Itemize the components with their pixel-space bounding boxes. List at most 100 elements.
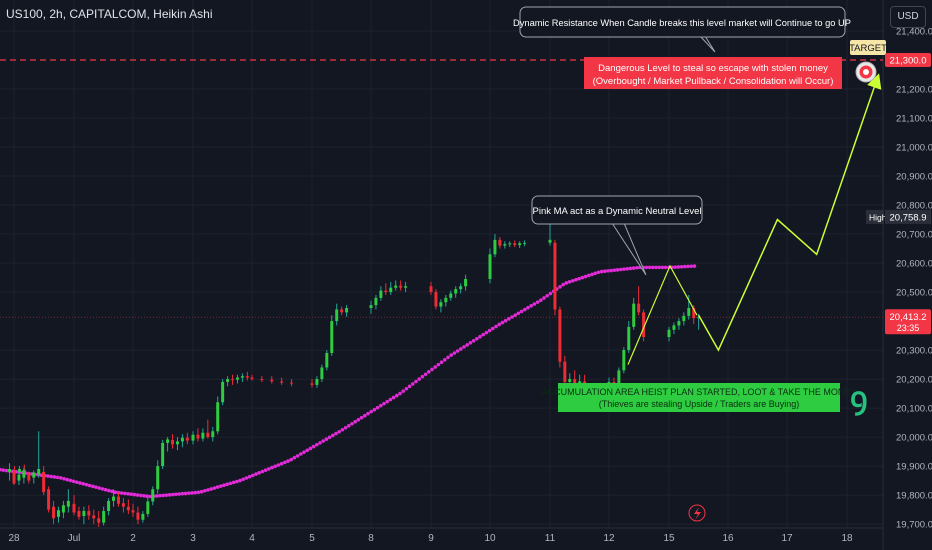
candle[interactable] xyxy=(325,350,329,371)
candle[interactable] xyxy=(56,506,60,523)
candle[interactable] xyxy=(642,309,646,342)
candle[interactable] xyxy=(191,431,195,445)
candle[interactable] xyxy=(627,321,631,353)
candle[interactable] xyxy=(245,371,249,381)
candle[interactable] xyxy=(513,240,517,248)
time-axis[interactable]: 28 Jul 2 3 4 5 8 9 10 11 12 15 16 17 18 xyxy=(8,533,853,544)
candle[interactable] xyxy=(66,489,70,513)
candle[interactable] xyxy=(226,376,230,387)
candle[interactable] xyxy=(185,432,189,445)
candle[interactable] xyxy=(622,347,626,374)
candle[interactable] xyxy=(260,376,264,382)
candle[interactable] xyxy=(180,434,184,448)
candle[interactable] xyxy=(231,374,235,385)
candle[interactable] xyxy=(429,281,433,295)
candle[interactable] xyxy=(72,495,76,516)
candle[interactable] xyxy=(682,312,686,326)
candle[interactable] xyxy=(32,470,36,484)
candle[interactable] xyxy=(553,239,557,316)
candle[interactable] xyxy=(454,286,458,298)
candle[interactable] xyxy=(374,294,378,310)
candle[interactable] xyxy=(488,248,492,284)
candle[interactable] xyxy=(310,379,314,388)
candle[interactable] xyxy=(201,428,205,442)
candle[interactable] xyxy=(335,303,339,326)
candle[interactable] xyxy=(166,437,170,452)
candle[interactable] xyxy=(156,460,160,494)
candle[interactable] xyxy=(196,428,200,442)
candle[interactable] xyxy=(107,497,111,516)
candle[interactable] xyxy=(126,499,130,514)
candle[interactable] xyxy=(320,364,324,382)
candle[interactable] xyxy=(345,305,349,317)
price-axis[interactable]: 19,700.0 19,800.0 19,900.0 20,000.0 20,100.0… xyxy=(866,27,932,531)
candle[interactable] xyxy=(518,241,522,248)
candle[interactable] xyxy=(632,297,636,330)
candle[interactable] xyxy=(493,234,497,258)
candle[interactable] xyxy=(206,419,210,439)
candle[interactable] xyxy=(330,315,334,356)
candle[interactable] xyxy=(637,286,641,316)
candle[interactable] xyxy=(394,280,398,291)
candle[interactable] xyxy=(270,376,274,384)
candle[interactable] xyxy=(235,374,239,384)
candle[interactable] xyxy=(77,506,81,520)
candle[interactable] xyxy=(121,497,125,513)
candle[interactable] xyxy=(464,274,468,291)
candle[interactable] xyxy=(389,281,393,295)
candle[interactable] xyxy=(563,355,567,388)
candle[interactable] xyxy=(221,379,225,406)
candle[interactable] xyxy=(211,426,215,442)
lightning-icon[interactable] xyxy=(688,504,706,522)
candle[interactable] xyxy=(52,500,56,525)
candle[interactable] xyxy=(677,318,681,330)
candle[interactable] xyxy=(399,280,403,291)
candle[interactable] xyxy=(141,511,145,523)
candle[interactable] xyxy=(449,290,453,301)
candle[interactable] xyxy=(92,509,96,525)
candle[interactable] xyxy=(667,326,671,342)
candle[interactable] xyxy=(315,376,319,388)
candle[interactable] xyxy=(340,306,344,316)
candle[interactable] xyxy=(8,463,12,481)
candle[interactable] xyxy=(379,286,383,301)
candle[interactable] xyxy=(384,283,388,295)
candle[interactable] xyxy=(151,486,155,506)
candle[interactable] xyxy=(498,236,502,249)
candle[interactable] xyxy=(459,283,463,294)
candle[interactable] xyxy=(47,486,51,513)
candle-series[interactable] xyxy=(8,216,701,527)
symbol-title[interactable]: US100, 2h, CAPITALCOM, Heikin Ashi xyxy=(6,7,213,21)
candle[interactable] xyxy=(171,434,175,449)
candle[interactable] xyxy=(37,431,41,478)
candle[interactable] xyxy=(161,439,165,469)
candle[interactable] xyxy=(12,468,16,485)
candle[interactable] xyxy=(17,471,21,485)
candle[interactable] xyxy=(136,506,140,525)
candle[interactable] xyxy=(508,241,512,248)
candle[interactable] xyxy=(280,377,284,385)
candle[interactable] xyxy=(175,437,179,451)
candle[interactable] xyxy=(216,396,220,435)
candle[interactable] xyxy=(146,497,150,517)
currency-button[interactable]: USD xyxy=(890,6,926,28)
candle[interactable] xyxy=(112,489,116,507)
candle[interactable] xyxy=(240,373,244,382)
candle[interactable] xyxy=(82,506,86,525)
candle[interactable] xyxy=(116,492,120,507)
candle[interactable] xyxy=(97,511,101,527)
candle[interactable] xyxy=(87,505,91,520)
candle[interactable] xyxy=(558,306,562,368)
candle[interactable] xyxy=(27,471,31,484)
candle[interactable] xyxy=(61,500,65,519)
candle[interactable] xyxy=(439,299,443,313)
candle[interactable] xyxy=(503,241,507,249)
candle[interactable] xyxy=(404,281,408,293)
candle[interactable] xyxy=(523,240,527,247)
candle[interactable] xyxy=(444,294,448,307)
candle[interactable] xyxy=(434,289,438,310)
candle[interactable] xyxy=(42,466,46,496)
candle[interactable] xyxy=(672,322,676,335)
candle[interactable] xyxy=(290,379,294,387)
